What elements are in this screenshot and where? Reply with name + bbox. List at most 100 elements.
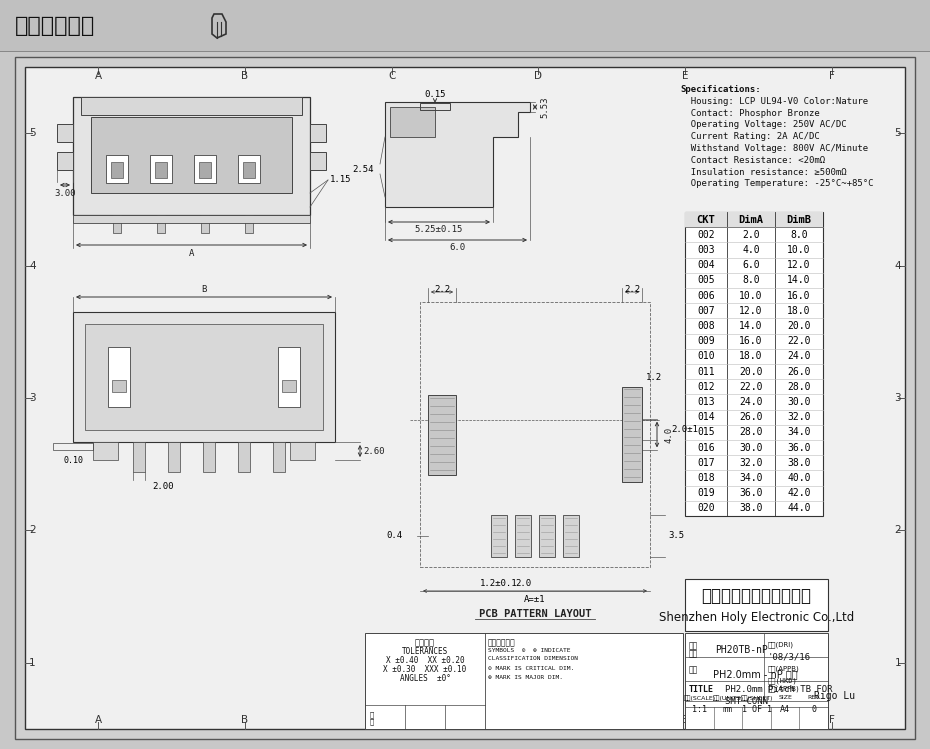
Text: Operating Temperature: -25°C~+85°C: Operating Temperature: -25°C~+85°C <box>680 180 873 189</box>
Text: 2.2: 2.2 <box>624 285 640 294</box>
Text: 007: 007 <box>698 306 715 316</box>
Text: PH2.0mm Pitch TB FOR: PH2.0mm Pitch TB FOR <box>725 685 832 694</box>
Bar <box>0 0 930 52</box>
Bar <box>53 443 93 450</box>
Text: 28.0: 28.0 <box>739 428 763 437</box>
Text: 012: 012 <box>698 382 715 392</box>
Bar <box>563 515 579 557</box>
Bar <box>282 380 296 392</box>
Text: 20.0: 20.0 <box>739 366 763 377</box>
Text: 20.0: 20.0 <box>788 321 811 331</box>
Text: Specifications:: Specifications: <box>680 85 761 94</box>
Text: 8.0: 8.0 <box>742 276 760 285</box>
Text: 005: 005 <box>698 276 715 285</box>
Text: 深圳市宏利电子有限公司: 深圳市宏利电子有限公司 <box>701 587 812 605</box>
Bar <box>390 107 435 137</box>
Bar <box>238 442 250 472</box>
Bar <box>199 162 211 178</box>
Text: 2.0: 2.0 <box>515 579 531 588</box>
Bar <box>245 215 253 233</box>
Text: 24.0: 24.0 <box>739 397 763 407</box>
Bar <box>515 515 531 557</box>
Text: C: C <box>388 715 395 725</box>
Bar <box>91 117 292 193</box>
Text: E: E <box>682 71 688 81</box>
Text: 008: 008 <box>698 321 715 331</box>
Bar <box>157 215 165 233</box>
Text: SMT CONN: SMT CONN <box>725 697 768 706</box>
Text: A: A <box>189 249 194 258</box>
Text: D: D <box>535 715 542 725</box>
Text: C: C <box>388 71 395 81</box>
Bar <box>112 380 126 392</box>
Text: 1:1: 1:1 <box>692 705 707 714</box>
Text: F: F <box>829 715 834 725</box>
Text: 1.2: 1.2 <box>646 372 662 381</box>
Text: 018: 018 <box>698 473 715 483</box>
Bar <box>106 155 128 183</box>
Text: 3.5: 3.5 <box>668 532 684 541</box>
Text: 比例(SCALE): 比例(SCALE) <box>684 695 715 700</box>
Text: ANGLES  ±0°: ANGLES ±0° <box>400 674 450 683</box>
Bar <box>57 124 73 142</box>
Text: Rigo Lu: Rigo Lu <box>814 691 855 701</box>
Text: 3: 3 <box>29 393 35 403</box>
Text: 2.0: 2.0 <box>742 230 760 240</box>
Text: 在线图纸下载: 在线图纸下载 <box>15 16 95 36</box>
Text: 检验尺寸标示: 检验尺寸标示 <box>488 638 516 647</box>
Bar <box>685 579 828 631</box>
Text: 制: 制 <box>370 711 374 718</box>
Text: 32.0: 32.0 <box>739 458 763 468</box>
Text: 标准(APPB): 标准(APPB) <box>767 685 800 691</box>
Text: 32.0: 32.0 <box>788 412 811 422</box>
Bar <box>201 215 209 233</box>
Text: 019: 019 <box>698 488 715 498</box>
Text: 6.0: 6.0 <box>742 260 760 270</box>
Text: 2: 2 <box>29 525 35 536</box>
Bar <box>93 442 118 460</box>
Text: 2.60: 2.60 <box>364 446 385 455</box>
Text: 图号: 图号 <box>689 649 698 658</box>
Text: 1: 1 <box>895 658 901 668</box>
Text: 017: 017 <box>698 458 715 468</box>
Bar <box>168 442 180 472</box>
Text: A: A <box>95 715 102 725</box>
Text: A: A <box>95 71 102 81</box>
Bar <box>243 162 255 178</box>
Text: F: F <box>829 71 834 81</box>
Text: 4: 4 <box>895 261 901 270</box>
Text: DimA: DimA <box>738 215 764 225</box>
Text: TOLERANCES: TOLERANCES <box>402 647 448 656</box>
Bar <box>111 162 123 178</box>
Text: 003: 003 <box>698 245 715 255</box>
Text: 010: 010 <box>698 351 715 362</box>
Text: B: B <box>242 71 248 81</box>
Bar <box>685 212 823 227</box>
Text: Contact Resistance: <20mΩ: Contact Resistance: <20mΩ <box>680 156 825 165</box>
Bar <box>150 155 172 183</box>
Bar <box>155 162 167 178</box>
Text: 16.0: 16.0 <box>739 336 763 346</box>
Text: CLASSIFICATION DIMENSION: CLASSIFICATION DIMENSION <box>488 656 578 661</box>
Text: 020: 020 <box>698 503 715 513</box>
Bar <box>203 442 215 472</box>
Text: 3.00: 3.00 <box>54 189 75 198</box>
Text: 009: 009 <box>698 336 715 346</box>
Text: 图: 图 <box>370 718 374 724</box>
Text: 26.0: 26.0 <box>739 412 763 422</box>
Bar <box>85 324 323 430</box>
Bar <box>273 442 285 472</box>
Text: 18.0: 18.0 <box>739 351 763 362</box>
Text: Contact: Phosphor Bronze: Contact: Phosphor Bronze <box>680 109 819 118</box>
Text: 34.0: 34.0 <box>739 473 763 483</box>
Text: 016: 016 <box>698 443 715 452</box>
Text: 一般公差: 一般公差 <box>415 638 435 647</box>
Text: 2: 2 <box>895 525 901 536</box>
Text: 审核(APPB): 审核(APPB) <box>767 665 800 672</box>
Text: 28.0: 28.0 <box>788 382 811 392</box>
Text: Housing: LCP UL94-V0 Color:Nature: Housing: LCP UL94-V0 Color:Nature <box>680 97 868 106</box>
Text: Operating Voltage: 250V AC/DC: Operating Voltage: 250V AC/DC <box>680 121 846 130</box>
Text: 5.53: 5.53 <box>540 97 550 118</box>
Bar <box>73 97 310 215</box>
Text: E: E <box>682 715 688 725</box>
